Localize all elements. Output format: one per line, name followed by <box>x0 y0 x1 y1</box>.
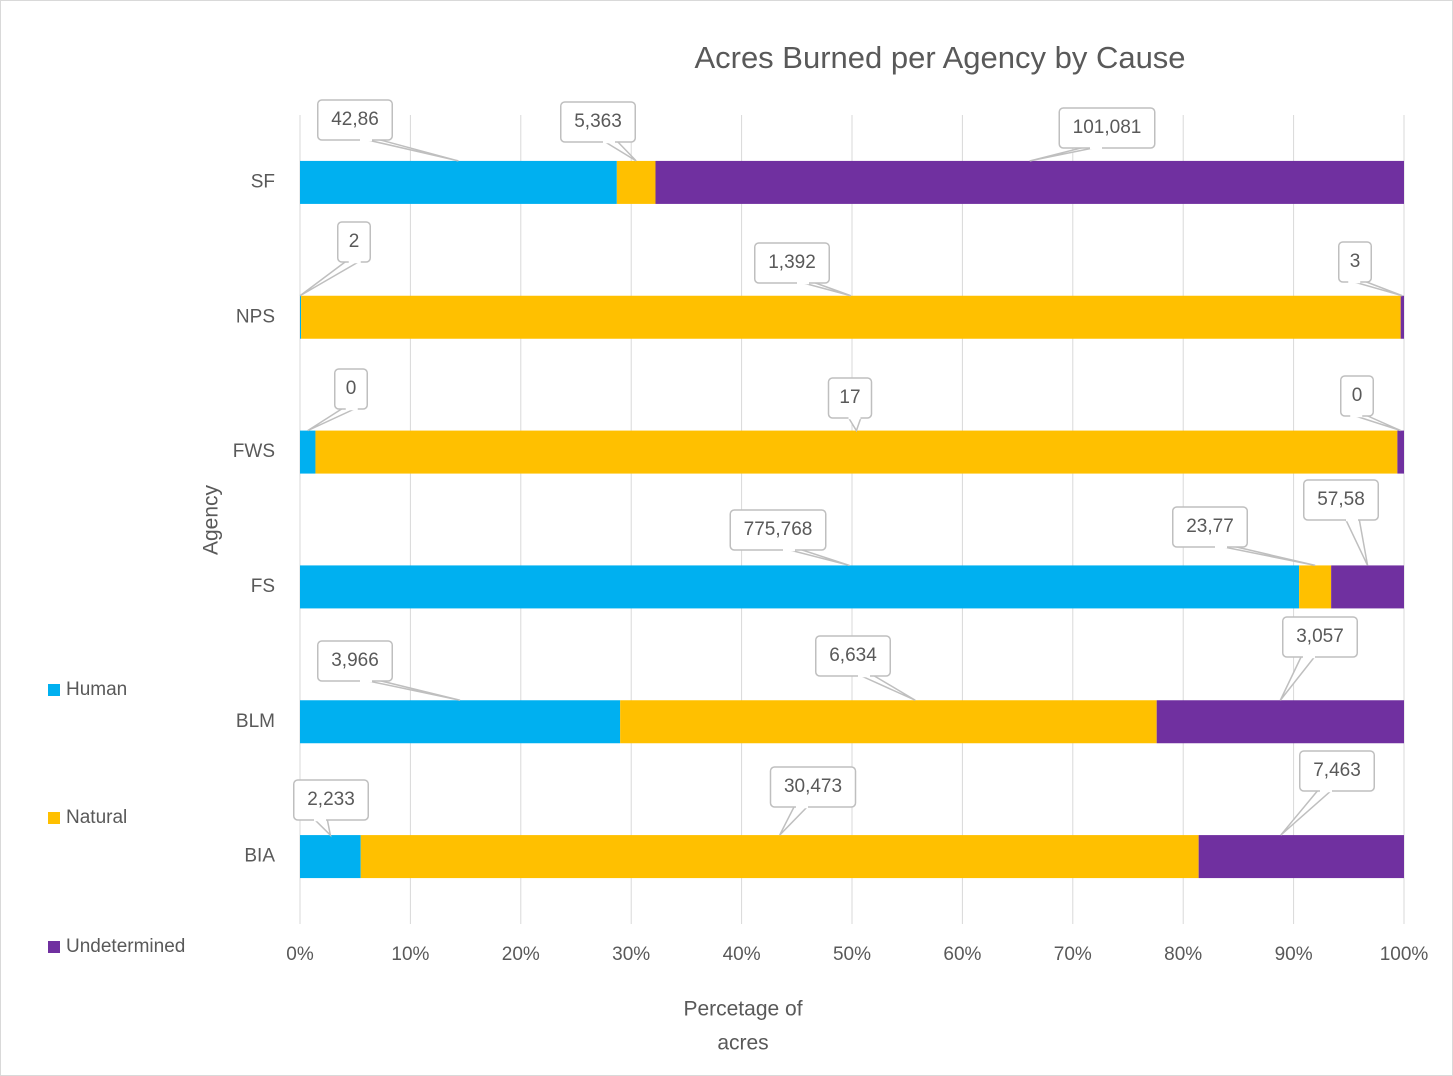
callout-box <box>1172 506 1248 548</box>
chart-title: Acres Burned per Agency by Cause <box>694 40 1185 75</box>
data-label: 1,392 <box>768 252 816 273</box>
callout-box <box>1282 616 1358 658</box>
callout-box <box>1299 750 1375 792</box>
bar-segment <box>1397 430 1404 474</box>
legend-swatch <box>48 941 60 953</box>
callout-box <box>560 101 636 143</box>
x-axis-title: Percetage of <box>683 998 802 1021</box>
x-tick-label: 60% <box>943 944 981 965</box>
y-axis-title: Agency <box>200 484 223 555</box>
bar-segment <box>620 700 1157 744</box>
callout-box <box>769 766 857 808</box>
data-label: 57,58 <box>1317 489 1365 510</box>
data-label: 30,473 <box>784 776 842 797</box>
callout-box <box>815 635 891 677</box>
callout-box <box>754 242 830 284</box>
bar-segment <box>300 160 617 204</box>
bar-segment <box>1400 295 1404 339</box>
legend-swatch <box>48 684 60 696</box>
data-label: 23,77 <box>1186 516 1234 537</box>
y-tick-label: BIA <box>244 846 275 867</box>
y-tick-label: NPS <box>236 306 275 327</box>
data-label: 101,081 <box>1073 117 1142 138</box>
data-label: 17 <box>839 387 860 408</box>
y-tick-label: SF <box>251 171 275 192</box>
callout-box <box>317 640 393 682</box>
data-label: 6,634 <box>829 645 877 666</box>
data-label: 2,233 <box>307 789 355 810</box>
data-label: 2 <box>349 231 360 252</box>
callout-box <box>1303 479 1379 521</box>
bar-segment <box>616 160 656 204</box>
bar-segment <box>300 295 302 339</box>
bar-segment <box>1198 835 1404 879</box>
y-tick-label: FWS <box>233 441 275 462</box>
bar-segment <box>300 565 1300 609</box>
x-tick-label: 40% <box>723 944 761 965</box>
bar-segment <box>301 295 1401 339</box>
y-tick-label: BLM <box>236 711 275 732</box>
x-tick-label: 20% <box>502 944 540 965</box>
x-tick-label: 50% <box>833 944 871 965</box>
legend-label: Natural <box>66 807 127 828</box>
data-label: 3,966 <box>331 650 379 671</box>
bar-segment <box>360 835 1199 879</box>
bar-segment <box>300 700 621 744</box>
data-label: 42,86 <box>331 109 379 130</box>
callout-box <box>293 779 369 821</box>
bar-segment <box>300 430 316 474</box>
y-tick-label: FS <box>251 576 275 597</box>
legend-label: Human <box>66 679 127 700</box>
callout-box <box>1058 107 1156 149</box>
x-tick-label: 80% <box>1164 944 1202 965</box>
data-label: 3,057 <box>1296 626 1344 647</box>
bar-segment <box>1331 565 1404 609</box>
data-label: 5,363 <box>574 111 622 132</box>
callout-box <box>317 99 393 141</box>
x-tick-label: 70% <box>1054 944 1092 965</box>
bar-segment <box>300 835 361 879</box>
data-label: 0 <box>1352 385 1363 406</box>
x-axis-title: acres <box>717 1032 768 1055</box>
bar-segment <box>1299 565 1332 609</box>
data-label: 775,768 <box>744 519 813 540</box>
data-label: 3 <box>1350 251 1361 272</box>
x-tick-label: 90% <box>1275 944 1313 965</box>
bar-segment <box>315 430 1398 474</box>
data-label: 7,463 <box>1313 760 1361 781</box>
data-label: 0 <box>346 378 357 399</box>
callout-box <box>729 509 827 551</box>
bar-segment <box>655 160 1404 204</box>
x-tick-label: 100% <box>1380 944 1429 965</box>
x-tick-label: 30% <box>612 944 650 965</box>
legend-swatch <box>48 812 60 824</box>
legend-label: Undetermined <box>66 936 185 957</box>
bar-segment <box>1156 700 1404 744</box>
x-tick-label: 10% <box>391 944 429 965</box>
x-tick-label: 0% <box>286 944 314 965</box>
